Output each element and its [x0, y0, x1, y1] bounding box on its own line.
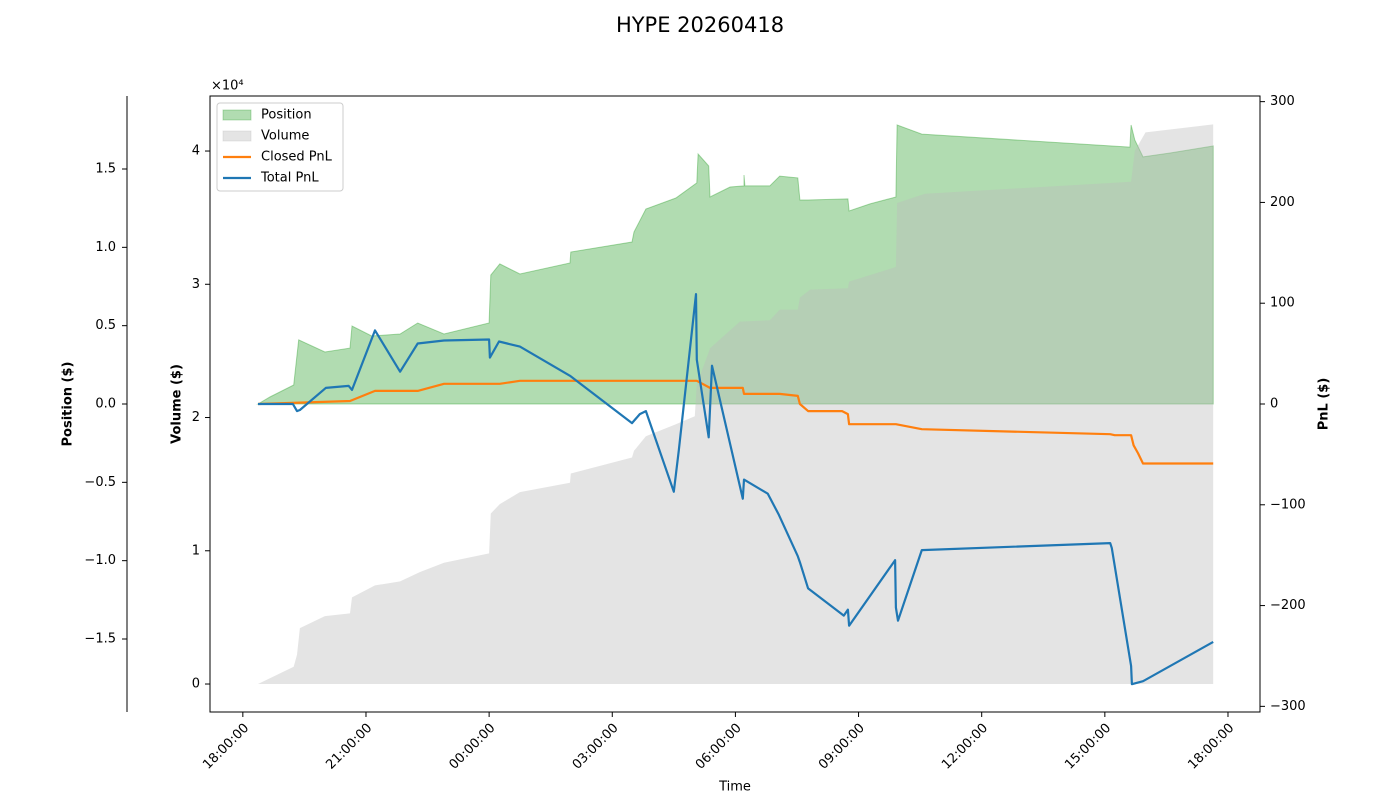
x-tick-label: 00:00:00: [447, 721, 499, 773]
area: [256, 124, 1214, 405]
area: [258, 124, 1214, 685]
y3-tick-label: 2: [192, 410, 200, 425]
y-tick-label: −1.5: [84, 631, 116, 646]
y2-tick-label: 300: [1270, 94, 1295, 109]
y-tick-label: 1.0: [95, 240, 116, 255]
y3-tick-label: 0: [192, 677, 200, 692]
x-axis-label: Time: [718, 780, 751, 795]
line: [257, 379, 1214, 465]
plot-area: [256, 124, 1214, 686]
legend-label: Closed PnL: [261, 150, 333, 165]
y3-tick-label: 1: [192, 543, 200, 558]
y2-axis-label: PnL ($): [1317, 378, 1332, 431]
x-tick-label: 21:00:00: [323, 721, 375, 773]
legend: Position Volume Closed PnL Total PnL: [216, 102, 344, 192]
y3-tick-label: 4: [192, 144, 200, 159]
y-axis-label: Position ($): [61, 362, 76, 447]
x-tick-label: 12:00:00: [939, 721, 991, 773]
legend-label: Position: [261, 108, 312, 123]
y-tick-label: −0.5: [84, 475, 116, 490]
y2-tick-label: −200: [1270, 598, 1306, 613]
y2-tick-label: 200: [1270, 195, 1295, 210]
y2-tick-label: −300: [1270, 699, 1306, 714]
y-tick-label: 0.5: [95, 318, 116, 333]
x-tick-label: 03:00:00: [570, 721, 622, 773]
y-tick-label: 1.5: [95, 162, 116, 177]
line: [258, 293, 1214, 686]
y2-tick-label: −100: [1270, 497, 1306, 512]
x-tick-label: 09:00:00: [816, 721, 868, 773]
y2-tick-label: 100: [1270, 296, 1295, 311]
y2-tick-label: 0: [1270, 397, 1278, 412]
legend-label: Total PnL: [260, 171, 319, 186]
x-tick-label: 15:00:00: [1062, 721, 1114, 773]
legend-label: Volume: [261, 129, 309, 144]
x-tick-label: 18:00:00: [1185, 721, 1237, 773]
legend-swatch: [222, 109, 252, 121]
y3-tick-label: 3: [192, 277, 200, 292]
legend-swatch: [222, 130, 252, 142]
chart-title: HYPE 20260418: [616, 13, 784, 37]
y3-axis-label: Volume ($): [170, 364, 185, 444]
legend-box: [216, 102, 344, 192]
x-tick-label: 18:00:00: [200, 721, 252, 773]
y-tick-label: 0.0: [95, 397, 116, 412]
y-tick-label: −1.0: [84, 553, 116, 568]
x-tick-label: 06:00:00: [693, 721, 745, 773]
y-offset-label: ×10⁴: [211, 79, 244, 94]
